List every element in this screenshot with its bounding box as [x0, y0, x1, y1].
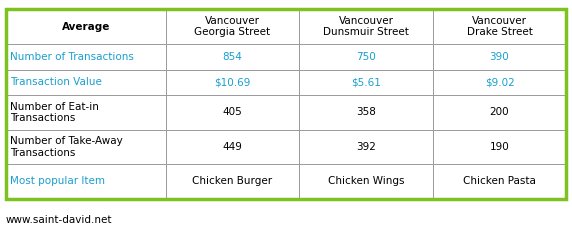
Text: Chicken Pasta: Chicken Pasta	[463, 176, 536, 186]
Text: Vancouver
Drake Street: Vancouver Drake Street	[467, 16, 533, 37]
Text: 190: 190	[490, 142, 510, 152]
Text: 854: 854	[223, 52, 243, 62]
Text: Average: Average	[62, 22, 110, 32]
Text: 750: 750	[356, 52, 376, 62]
Text: www.saint-david.net: www.saint-david.net	[6, 215, 112, 225]
Text: Chicken Wings: Chicken Wings	[328, 176, 404, 186]
Text: Vancouver
Georgia Street: Vancouver Georgia Street	[194, 16, 271, 37]
Text: Number of Take-Away
Transactions: Number of Take-Away Transactions	[10, 136, 123, 158]
Text: $10.69: $10.69	[214, 77, 251, 87]
Bar	[6, 9, 566, 199]
Text: Number of Transactions: Number of Transactions	[10, 52, 134, 62]
Text: 200: 200	[490, 107, 509, 117]
Text: 392: 392	[356, 142, 376, 152]
Text: 405: 405	[223, 107, 243, 117]
Text: Most popular Item: Most popular Item	[10, 176, 105, 186]
Text: Chicken Burger: Chicken Burger	[192, 176, 272, 186]
Text: $5.61: $5.61	[351, 77, 381, 87]
Text: 449: 449	[223, 142, 243, 152]
Text: Vancouver
Dunsmuir Street: Vancouver Dunsmuir Street	[323, 16, 409, 37]
Text: 390: 390	[490, 52, 510, 62]
Text: Number of Eat-in
Transactions: Number of Eat-in Transactions	[10, 102, 99, 123]
Text: $9.02: $9.02	[484, 77, 514, 87]
Text: 358: 358	[356, 107, 376, 117]
Text: Transaction Value: Transaction Value	[10, 77, 102, 87]
